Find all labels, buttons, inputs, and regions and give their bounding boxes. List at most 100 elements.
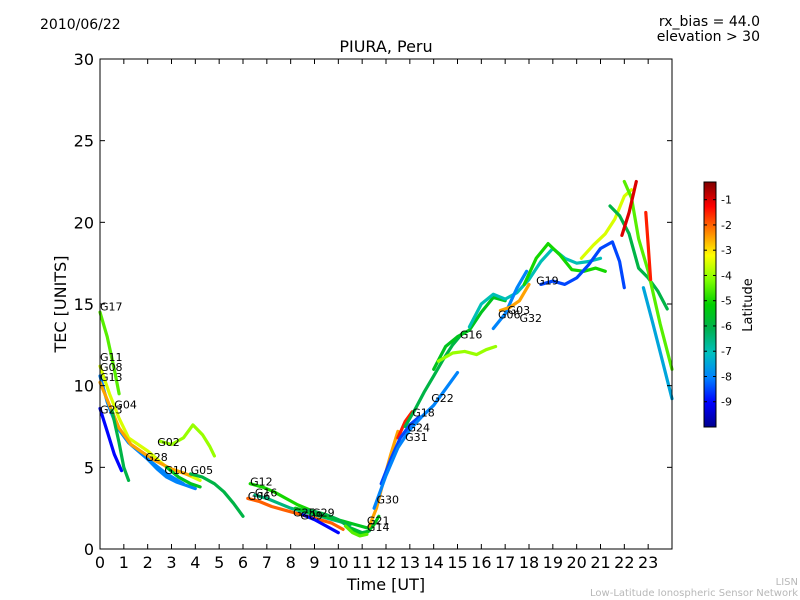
satellite-label: G28 — [145, 451, 168, 464]
x-tick-label: 18 — [519, 553, 539, 572]
y-axis-label: TEC [UNITS] — [51, 256, 70, 354]
series-g09 — [301, 513, 340, 535]
y-tick-label: 30 — [74, 50, 94, 69]
satellite-label: G13 — [100, 371, 123, 384]
satellite-label: G06 — [498, 309, 521, 322]
series-g19g — [620, 179, 638, 237]
colorbar-tick-label: -2 — [721, 219, 732, 232]
series-g04 — [110, 408, 131, 482]
footer-org-full: Low-Latitude Ionospheric Sensor Network — [590, 588, 798, 599]
y-tick-label: 5 — [84, 458, 94, 477]
y-tick-label: 10 — [74, 377, 94, 396]
satellite-label: G14 — [367, 521, 390, 534]
chart-title: PIURA, Peru — [339, 37, 432, 56]
x-axis: 0 1 2 3 4 5 6 7 8 9 10 11 12 13 14 15 16 17 18 19 20 21 22 23 — [95, 59, 658, 572]
x-tick-label: 12 — [376, 553, 396, 572]
x-tick-label: 17 — [495, 553, 515, 572]
y-tick-label: 15 — [74, 295, 94, 314]
colorbar-tick-label: -7 — [721, 345, 732, 358]
x-tick-label: 5 — [214, 553, 224, 572]
x-tick-label: 3 — [166, 553, 176, 572]
satellite-label: G05 — [191, 464, 214, 477]
series-g18 — [396, 410, 414, 440]
colorbar: -1 -2 -3 -4 -5 -6 -7 -8 -9 Latitude — [703, 181, 756, 428]
x-tick-label: 16 — [471, 553, 491, 572]
colorbar-gradient — [703, 181, 717, 428]
series-g19c — [579, 188, 634, 260]
x-tick-label: 1 — [119, 553, 129, 572]
satellite-label: G22 — [431, 392, 454, 405]
series-g19h — [644, 210, 653, 282]
colorbar-label: Latitude — [741, 278, 756, 332]
x-axis-label: Time [UT] — [346, 575, 425, 594]
satellite-label: G21 — [367, 515, 390, 528]
satellite-label: G25 — [293, 506, 316, 519]
series-g24 — [379, 415, 421, 486]
colorbar-ticks: -1 -2 -3 -4 -5 -6 -7 -8 -9 — [704, 194, 732, 409]
series-g06 — [246, 496, 345, 532]
colorbar-tick-label: -3 — [721, 244, 732, 257]
series-g22 — [403, 331, 464, 429]
series-g16b — [432, 295, 507, 371]
satellite-label: G08 — [100, 361, 123, 374]
colorbar-tick-label: -8 — [721, 370, 732, 383]
satellite-label: G09 — [300, 510, 323, 523]
x-tick-label: 15 — [447, 553, 467, 572]
x-tick-label: 23 — [638, 553, 658, 572]
satellite-label: G19 — [536, 274, 559, 287]
satellite-label: G16 — [460, 328, 483, 341]
x-tick-label: 2 — [143, 553, 153, 572]
series-g32 — [491, 269, 529, 331]
x-tick-label: 8 — [286, 553, 296, 572]
series-g31 — [372, 371, 460, 510]
x-tick-label: 11 — [352, 553, 372, 572]
footer-org-short: LISN — [775, 577, 798, 588]
satellite-label: G16 — [255, 487, 278, 500]
series-g02 — [158, 423, 216, 458]
x-tick-label: 13 — [400, 553, 420, 572]
satellite-label: G31 — [405, 431, 428, 444]
satellite-label: G12 — [250, 475, 273, 488]
colorbar-tick-label: -5 — [721, 295, 732, 308]
y-tick-label: 25 — [74, 132, 94, 151]
y-tick-label: 0 — [84, 540, 94, 559]
x-tick-label: 7 — [262, 553, 272, 572]
satellite-label: G10 — [164, 464, 187, 477]
satellite-label: G18 — [412, 407, 435, 420]
series-layer — [98, 179, 674, 538]
colorbar-tick-label: -1 — [721, 194, 732, 207]
satellite-label: G24 — [407, 421, 430, 434]
satellite-label: G29 — [312, 506, 335, 519]
y-tick-label: 20 — [74, 213, 94, 232]
x-tick-label: 0 — [95, 553, 105, 572]
satellite-label: G30 — [376, 493, 399, 506]
satellite-label: G11 — [100, 351, 123, 364]
series-g13 — [98, 380, 193, 478]
series-g19d — [608, 204, 669, 311]
series-g03 — [498, 282, 531, 313]
x-tick-label: 10 — [328, 553, 348, 572]
series-g28 — [146, 457, 197, 491]
series-g16c — [436, 344, 498, 363]
x-tick-label: 20 — [566, 553, 586, 572]
y-axis: 0 5 10 15 20 25 30 — [74, 50, 672, 559]
x-tick-label: 6 — [238, 553, 248, 572]
series-g19b — [539, 240, 626, 290]
series-g19f — [641, 286, 674, 401]
series-g06b — [467, 246, 603, 329]
elevation-label: elevation > 30 — [656, 29, 760, 45]
satellite-label: G23 — [100, 403, 123, 416]
date-label: 2010/06/22 — [40, 17, 121, 33]
satellite-label: G02 — [157, 436, 180, 449]
colorbar-tick-label: -9 — [721, 396, 732, 409]
x-tick-label: 14 — [423, 553, 443, 572]
x-tick-label: 19 — [543, 553, 563, 572]
rx-bias-label: rx_bias = 44.0 — [658, 14, 760, 30]
satellite-label: G17 — [100, 301, 123, 314]
x-tick-label: 4 — [190, 553, 200, 572]
series-g19e — [622, 179, 674, 371]
satellite-label: G32 — [519, 312, 542, 325]
satellite-label: G04 — [114, 399, 137, 412]
